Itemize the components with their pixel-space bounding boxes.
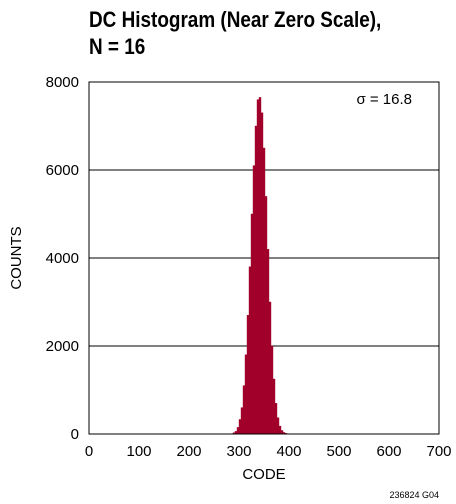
x-tick-label: 0 — [85, 443, 93, 460]
histogram-bar — [240, 407, 244, 435]
histogram-bars — [232, 97, 290, 435]
y-tick-label: 0 — [71, 426, 79, 443]
x-tick-label: 200 — [176, 443, 201, 460]
y-tick-label: 8000 — [46, 74, 79, 91]
histogram-bar — [270, 345, 274, 435]
x-axis-label: CODE — [242, 466, 285, 483]
x-tick-label: 500 — [326, 443, 351, 460]
histogram-bar — [268, 301, 272, 435]
histogram-bar — [274, 403, 278, 435]
x-tick-label: 600 — [376, 443, 401, 460]
histogram-bar — [238, 419, 242, 435]
x-tick-label: 700 — [426, 443, 451, 460]
histogram-bar — [248, 266, 252, 435]
histogram-bar — [236, 427, 240, 435]
y-tick-labels: 0 2000 4000 6000 8000 — [46, 74, 79, 443]
histogram-bar — [246, 315, 250, 435]
y-tick-label: 4000 — [46, 250, 79, 267]
y-tick-label: 6000 — [46, 162, 79, 179]
x-tick-label: 300 — [226, 443, 251, 460]
chart-title-line-1: DC Histogram (Near Zero Scale), — [89, 7, 382, 32]
histogram-bar — [280, 430, 284, 435]
plot-frame — [88, 81, 440, 435]
figure-id: 236824 G04 — [389, 490, 439, 500]
y-axis-label: COUNTS — [8, 226, 25, 289]
x-tick-labels: 0 100 200 300 400 500 600 700 — [85, 443, 452, 460]
histogram-bar — [244, 354, 248, 435]
histogram-bar — [254, 125, 258, 435]
histogram-bar — [278, 425, 282, 435]
chart-title-line-2: N = 16 — [89, 34, 146, 59]
x-tick-label: 100 — [126, 443, 151, 460]
sigma-annotation: σ = 16.8 — [356, 91, 412, 108]
histogram-bar — [250, 213, 254, 435]
histogram-bar — [262, 147, 266, 435]
histogram-bar — [264, 196, 268, 435]
chart-title: DC Histogram (Near Zero Scale), N = 16 — [89, 6, 381, 60]
histogram-bar — [252, 165, 256, 435]
histogram-bar — [242, 385, 246, 435]
histogram-bar — [272, 378, 276, 435]
x-tick-label: 400 — [276, 443, 301, 460]
histogram-bar — [276, 417, 280, 435]
histogram-bar — [256, 99, 260, 435]
histogram-bar — [258, 97, 262, 435]
histogram-bar — [260, 112, 264, 435]
y-tick-label: 2000 — [46, 338, 79, 355]
histogram-bar — [266, 248, 270, 435]
